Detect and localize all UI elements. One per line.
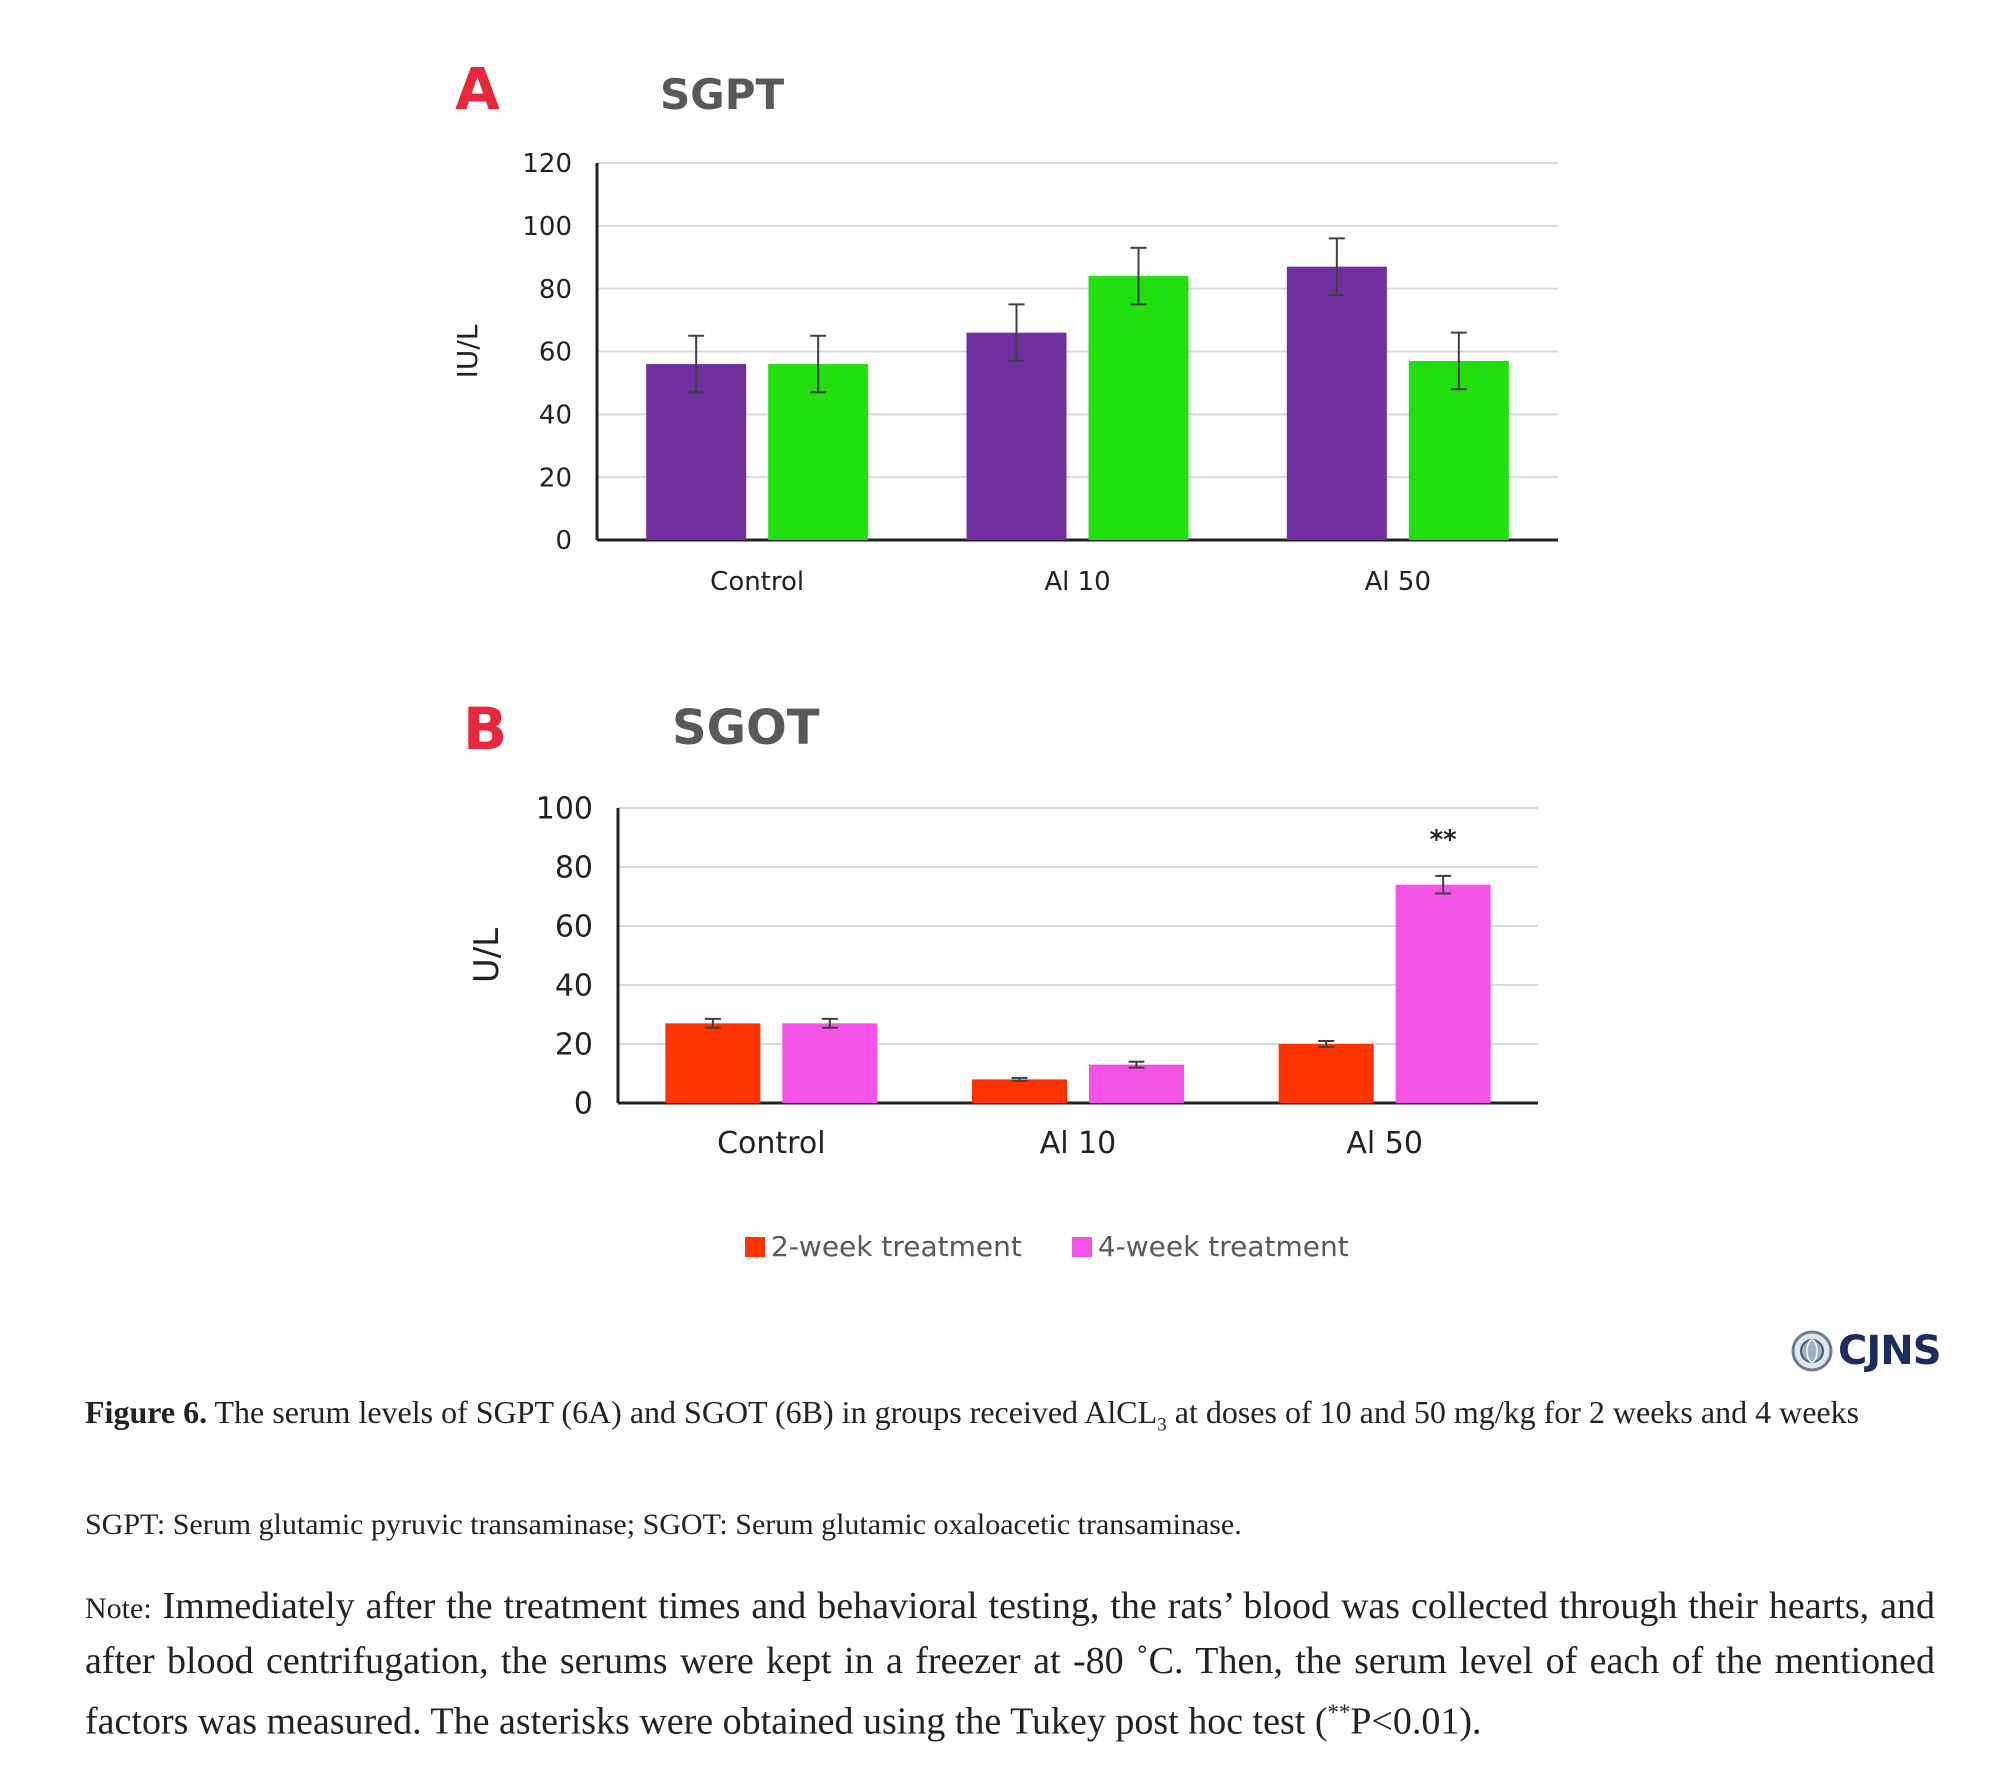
- x-tick-label: Al 10: [1040, 1126, 1117, 1161]
- chart-title-sgpt: SGPT: [660, 70, 785, 119]
- sgot-chart: 0 20 40 60 80 100 U/L Control Al 10 ** Al 50: [467, 792, 1538, 1161]
- y-tick-label: 0: [574, 1087, 593, 1122]
- sgpt-chart: 0 20 40 60 80 100 120 IU/L Control Al 10 Al 50: [451, 149, 1558, 597]
- legend-label-2-week: 2-week treatment: [771, 1230, 1022, 1263]
- chart-title-sgot: SGOT: [672, 700, 820, 756]
- bar: [646, 364, 747, 540]
- chart-legend: 2-week treatment 4-week treatment: [745, 1230, 1349, 1263]
- caption-subscript: 3: [1157, 1414, 1167, 1436]
- significance-annotation: **: [1430, 825, 1458, 855]
- note-text-2: P<0.01).: [1350, 1700, 1482, 1743]
- legend-swatch-4-week: [1071, 1236, 1092, 1257]
- x-tick-label: Al 10: [1044, 567, 1110, 597]
- note-superscript: **: [1327, 1700, 1351, 1725]
- y-tick-label: 20: [539, 463, 572, 493]
- y-tick-label: 40: [555, 969, 593, 1004]
- bar: [1088, 276, 1189, 540]
- y-tick-label: 80: [539, 275, 572, 305]
- y-tick-label: 20: [555, 1028, 593, 1063]
- legend-swatch-2-week: [745, 1236, 765, 1257]
- y-tick-label: 60: [555, 910, 593, 945]
- bar: [1395, 884, 1491, 1103]
- bar: [972, 1079, 1067, 1103]
- bar: [1089, 1064, 1184, 1103]
- caption-text-1: The serum levels of SGPT (6A) and SGOT (…: [214, 1394, 1158, 1430]
- abbreviations: SGPT: Serum glutamic pyruvic transaminas…: [85, 1508, 1242, 1541]
- bar: [1278, 1044, 1374, 1103]
- y-tick-label: 60: [539, 338, 572, 368]
- y-tick-label: 100: [536, 792, 593, 827]
- caption-text-2: at doses of 10 and 50 mg/kg for 2 weeks …: [1166, 1394, 1860, 1430]
- bar: [1408, 360, 1509, 540]
- journal-logo: CJNS: [1790, 1328, 1942, 1374]
- y-axis-label: U/L: [467, 928, 507, 983]
- bar: [768, 364, 869, 540]
- panel-letter-a: A: [455, 55, 500, 123]
- legend-item-4-week: 4-week treatment: [1071, 1230, 1349, 1263]
- x-tick-label: Control: [717, 1126, 825, 1161]
- bar: [782, 1023, 878, 1103]
- legend-item-2-week: 2-week treatment: [745, 1230, 1022, 1263]
- y-tick-label: 120: [522, 149, 572, 179]
- bar: [1286, 266, 1387, 540]
- x-tick-label: Control: [710, 567, 804, 597]
- bar: [966, 332, 1067, 540]
- figure-caption: Figure 6. The serum levels of SGPT (6A) …: [85, 1390, 1935, 1447]
- note-label: Note:: [85, 1592, 152, 1625]
- x-tick-label: Al 50: [1346, 1126, 1423, 1161]
- legend-label-4-week: 4-week treatment: [1097, 1230, 1349, 1263]
- globe-icon: [1791, 1330, 1833, 1372]
- note-paragraph: Note: Immediately after the treatment ti…: [85, 1580, 1935, 1748]
- y-tick-label: 0: [555, 526, 572, 556]
- note-text-1: Immediately after the treatment times an…: [85, 1585, 1935, 1743]
- logo-text: CJNS: [1838, 1328, 1942, 1374]
- bar: [665, 1023, 761, 1103]
- panel-letter-b: B: [463, 695, 508, 763]
- y-tick-label: 40: [539, 400, 572, 430]
- y-axis-label: IU/L: [451, 324, 484, 378]
- figure-label: Figure 6.: [85, 1394, 208, 1430]
- y-tick-label: 80: [555, 851, 593, 886]
- x-tick-label: Al 50: [1365, 567, 1431, 597]
- y-tick-label: 100: [522, 212, 572, 242]
